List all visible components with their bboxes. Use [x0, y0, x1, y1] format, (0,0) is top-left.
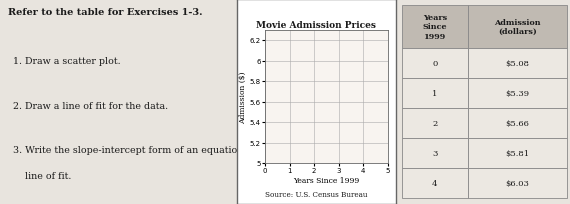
Text: Admission
(dollars): Admission (dollars): [494, 19, 541, 36]
Text: Source: U.S. Census Bureau: Source: U.S. Census Bureau: [265, 190, 368, 198]
Y-axis label: Admission ($): Admission ($): [239, 71, 247, 123]
Bar: [468, 168, 567, 198]
Bar: [402, 138, 468, 168]
Text: 4: 4: [432, 179, 438, 187]
Bar: [468, 6, 567, 48]
Text: $5.66: $5.66: [506, 119, 530, 127]
Text: Refer to the table for Exercises 1-3.: Refer to the table for Exercises 1-3.: [8, 8, 202, 17]
Bar: [468, 78, 567, 108]
Text: 2: 2: [432, 119, 438, 127]
Text: 1: 1: [432, 89, 438, 97]
Text: 2. Draw a line of fit for the data.: 2. Draw a line of fit for the data.: [13, 102, 168, 111]
Bar: [402, 108, 468, 138]
Text: line of fit.: line of fit.: [13, 171, 71, 180]
Bar: [468, 48, 567, 78]
Text: 3. Write the slope-intercept form of an equation for the: 3. Write the slope-intercept form of an …: [13, 145, 278, 154]
Text: 3: 3: [432, 149, 438, 157]
Text: $5.08: $5.08: [506, 59, 530, 67]
Text: 1. Draw a scatter plot.: 1. Draw a scatter plot.: [13, 57, 120, 66]
Bar: [468, 138, 567, 168]
Text: Movie Admission Prices: Movie Admission Prices: [256, 20, 376, 29]
Bar: [468, 108, 567, 138]
X-axis label: Years Since 1999: Years Since 1999: [293, 176, 360, 184]
Text: Years
Since
1999: Years Since 1999: [423, 14, 447, 40]
Text: $6.03: $6.03: [506, 179, 530, 187]
Text: $5.39: $5.39: [506, 89, 530, 97]
Text: $5.81: $5.81: [506, 149, 530, 157]
Bar: [402, 6, 468, 48]
Bar: [402, 168, 468, 198]
Bar: [402, 78, 468, 108]
Bar: [402, 48, 468, 78]
Text: 0: 0: [432, 59, 438, 67]
